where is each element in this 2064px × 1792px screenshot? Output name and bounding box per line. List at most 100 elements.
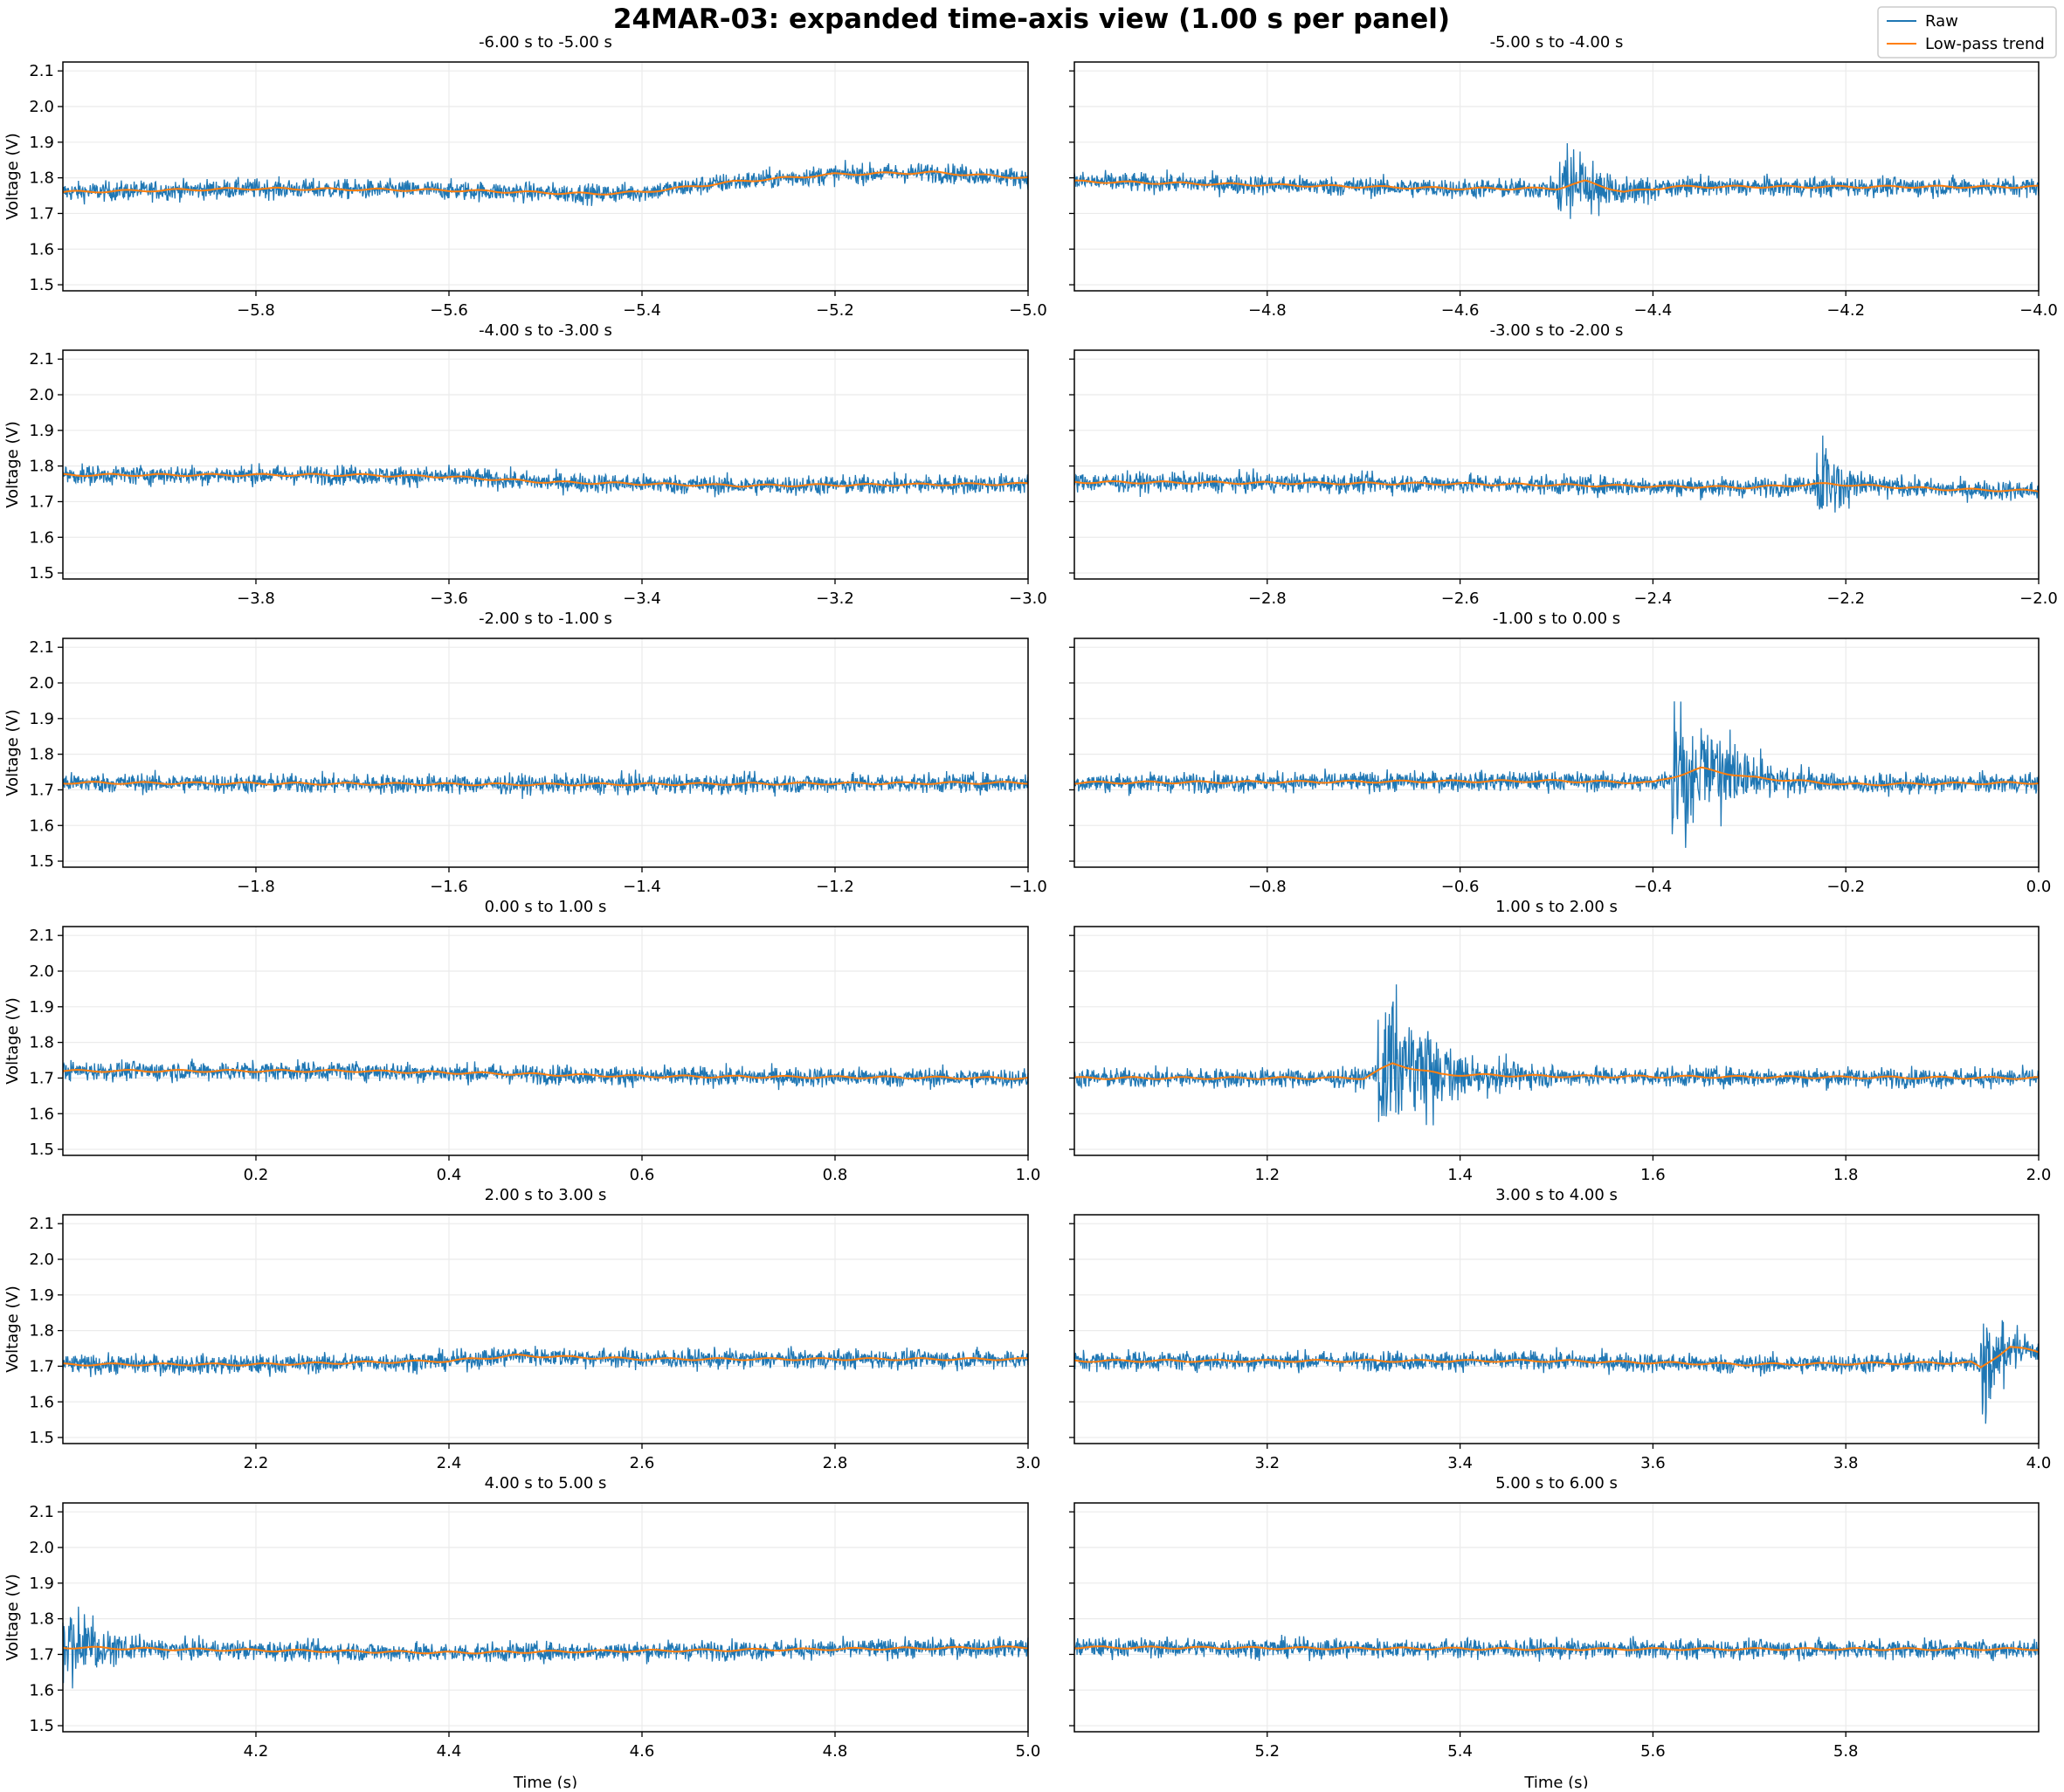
y-tick-label: 2.0 [29, 386, 54, 404]
trend-series-line [1073, 1062, 2040, 1080]
x-tick-label: −5.6 [430, 301, 468, 320]
y-tick-label: 2.1 [29, 1503, 54, 1521]
x-tick-label: −5.4 [623, 301, 661, 320]
y-tick-label: 1.8 [29, 458, 54, 476]
x-tick-label: −1.4 [623, 878, 661, 896]
x-tick-label: 3.8 [1833, 1454, 1859, 1472]
y-axis-label: Voltage (V) [3, 1285, 22, 1373]
panel: 0.00 s to 1.00 s 1.5 1.6 1.7 1.8 1.9 2.0 2.1 0.2… [3, 898, 1040, 1184]
panel-title: 2.00 s to 3.00 s [485, 1186, 607, 1204]
x-tick-label: −3.8 [237, 589, 275, 608]
y-tick-label: 1.7 [29, 204, 54, 223]
x-tick-label: −1.2 [816, 878, 854, 896]
axes-frame [62, 926, 1029, 1156]
x-tick-label: −5.2 [816, 301, 854, 320]
axes-frame [1073, 1502, 2040, 1733]
y-tick-label: 1.5 [29, 1141, 54, 1159]
trend-series-line [62, 472, 1029, 488]
raw-series-line [62, 769, 1029, 799]
panel: 2.00 s to 3.00 s 1.5 1.6 1.7 1.8 1.9 2.0 2.1 2.2… [3, 1186, 1040, 1472]
y-tick-label: 1.6 [29, 240, 54, 258]
y-tick-label: 1.6 [29, 1105, 54, 1123]
x-tick-label: −4.6 [1441, 301, 1480, 320]
y-axis-label: Voltage (V) [3, 1574, 22, 1661]
x-tick-label: −5.8 [237, 301, 275, 320]
y-tick-label: 1.7 [29, 1069, 54, 1087]
x-tick-label: −5.0 [1009, 301, 1047, 320]
panel: 4.00 s to 5.00 s 1.5 1.6 1.7 1.8 1.9 2.0 2.1 4.2… [3, 1474, 1040, 1792]
y-tick-label: 2.1 [29, 350, 54, 369]
axes-frame [62, 1214, 1029, 1444]
raw-series-line [62, 160, 1029, 206]
x-tick-label: 2.2 [244, 1454, 269, 1472]
y-tick-label: 1.8 [29, 1610, 54, 1629]
x-tick-label: 5.4 [1447, 1742, 1473, 1761]
panel: -2.00 s to -1.00 s 1.5 1.6 1.7 1.8 1.9 2.0 2.1 −… [3, 610, 1047, 896]
y-tick-label: 1.6 [29, 528, 54, 547]
raw-series-line [1073, 142, 2040, 219]
y-tick-label: 1.9 [29, 710, 54, 728]
y-tick-label: 2.1 [29, 927, 54, 945]
y-tick-label: 1.7 [29, 1645, 54, 1664]
x-tick-label: 4.8 [823, 1742, 848, 1761]
x-tick-label: 4.6 [630, 1742, 655, 1761]
x-tick-label: −4.0 [2019, 301, 2058, 320]
panel-title: 4.00 s to 5.00 s [485, 1474, 607, 1492]
raw-series-line [1073, 1320, 2040, 1424]
x-tick-label: 0.6 [630, 1166, 655, 1184]
y-tick-label: 1.8 [29, 1322, 54, 1341]
x-tick-label: −4.8 [1248, 301, 1287, 320]
y-axis-label: Voltage (V) [3, 709, 22, 796]
panel-title: -4.00 s to -3.00 s [479, 321, 612, 340]
x-tick-label: 1.4 [1447, 1166, 1473, 1184]
x-tick-label: 2.0 [2026, 1166, 2052, 1184]
axes-frame [62, 638, 1029, 868]
panel: -5.00 s to -4.00 s −4.8 −4.6 −4.4 −4.2 −4.0 [1069, 33, 2058, 320]
raw-series-line [1073, 1634, 2040, 1662]
raw-series-line [1073, 984, 2040, 1126]
x-tick-label: 2.6 [630, 1454, 655, 1472]
x-tick-label: 3.6 [1640, 1454, 1666, 1472]
panel-title: 5.00 s to 6.00 s [1495, 1474, 1618, 1492]
x-tick-label: −3.2 [816, 589, 854, 608]
y-tick-label: 2.1 [29, 638, 54, 657]
x-tick-label: 0.4 [437, 1166, 462, 1184]
x-tick-label: −2.6 [1441, 589, 1480, 608]
x-tick-label: −1.8 [237, 878, 275, 896]
y-tick-label: 1.8 [29, 169, 54, 188]
x-tick-label: −1.6 [430, 878, 468, 896]
y-axis-label: Voltage (V) [3, 133, 22, 220]
x-tick-label: 3.4 [1447, 1454, 1473, 1472]
x-tick-label: −1.0 [1009, 878, 1047, 896]
trend-series-line [1073, 179, 2040, 193]
axes-frame [1073, 1214, 2040, 1444]
x-tick-label: −3.4 [623, 589, 661, 608]
x-tick-label: −3.0 [1009, 589, 1047, 608]
y-tick-label: 1.5 [29, 564, 54, 582]
y-axis-label: Voltage (V) [3, 997, 22, 1085]
y-tick-label: 1.9 [29, 422, 54, 440]
x-tick-label: 5.2 [1254, 1742, 1280, 1761]
raw-series-line [62, 1346, 1029, 1377]
axes-frame [1073, 61, 2040, 292]
panel-title: -1.00 s to 0.00 s [1493, 610, 1620, 628]
panel-title: -5.00 s to -4.00 s [1490, 33, 1624, 52]
x-axis-label: Time (s) [1523, 1774, 1588, 1789]
trend-series-line [62, 1069, 1029, 1080]
y-tick-label: 2.0 [29, 98, 54, 116]
x-tick-label: 3.0 [1016, 1454, 1041, 1472]
trend-series-line [1073, 766, 2040, 787]
trend-series-line [62, 1645, 1029, 1655]
y-tick-label: 2.1 [29, 1215, 54, 1233]
y-tick-label: 2.0 [29, 1539, 54, 1557]
x-tick-label: −2.4 [1634, 589, 1673, 608]
x-tick-label: 1.8 [1833, 1166, 1859, 1184]
x-tick-label: 3.2 [1254, 1454, 1280, 1472]
x-tick-label: 5.6 [1640, 1742, 1666, 1761]
x-tick-label: −4.2 [1826, 301, 1865, 320]
x-axis-label: Time (s) [513, 1774, 577, 1789]
y-tick-label: 1.5 [29, 1717, 54, 1735]
panel: 3.00 s to 4.00 s 3.2 3.4 3.6 3.8 4.0 [1069, 1186, 2051, 1472]
panel: -4.00 s to -3.00 s 1.5 1.6 1.7 1.8 1.9 2.0 2.1 −… [3, 321, 1047, 608]
axes-frame [1073, 349, 2040, 580]
